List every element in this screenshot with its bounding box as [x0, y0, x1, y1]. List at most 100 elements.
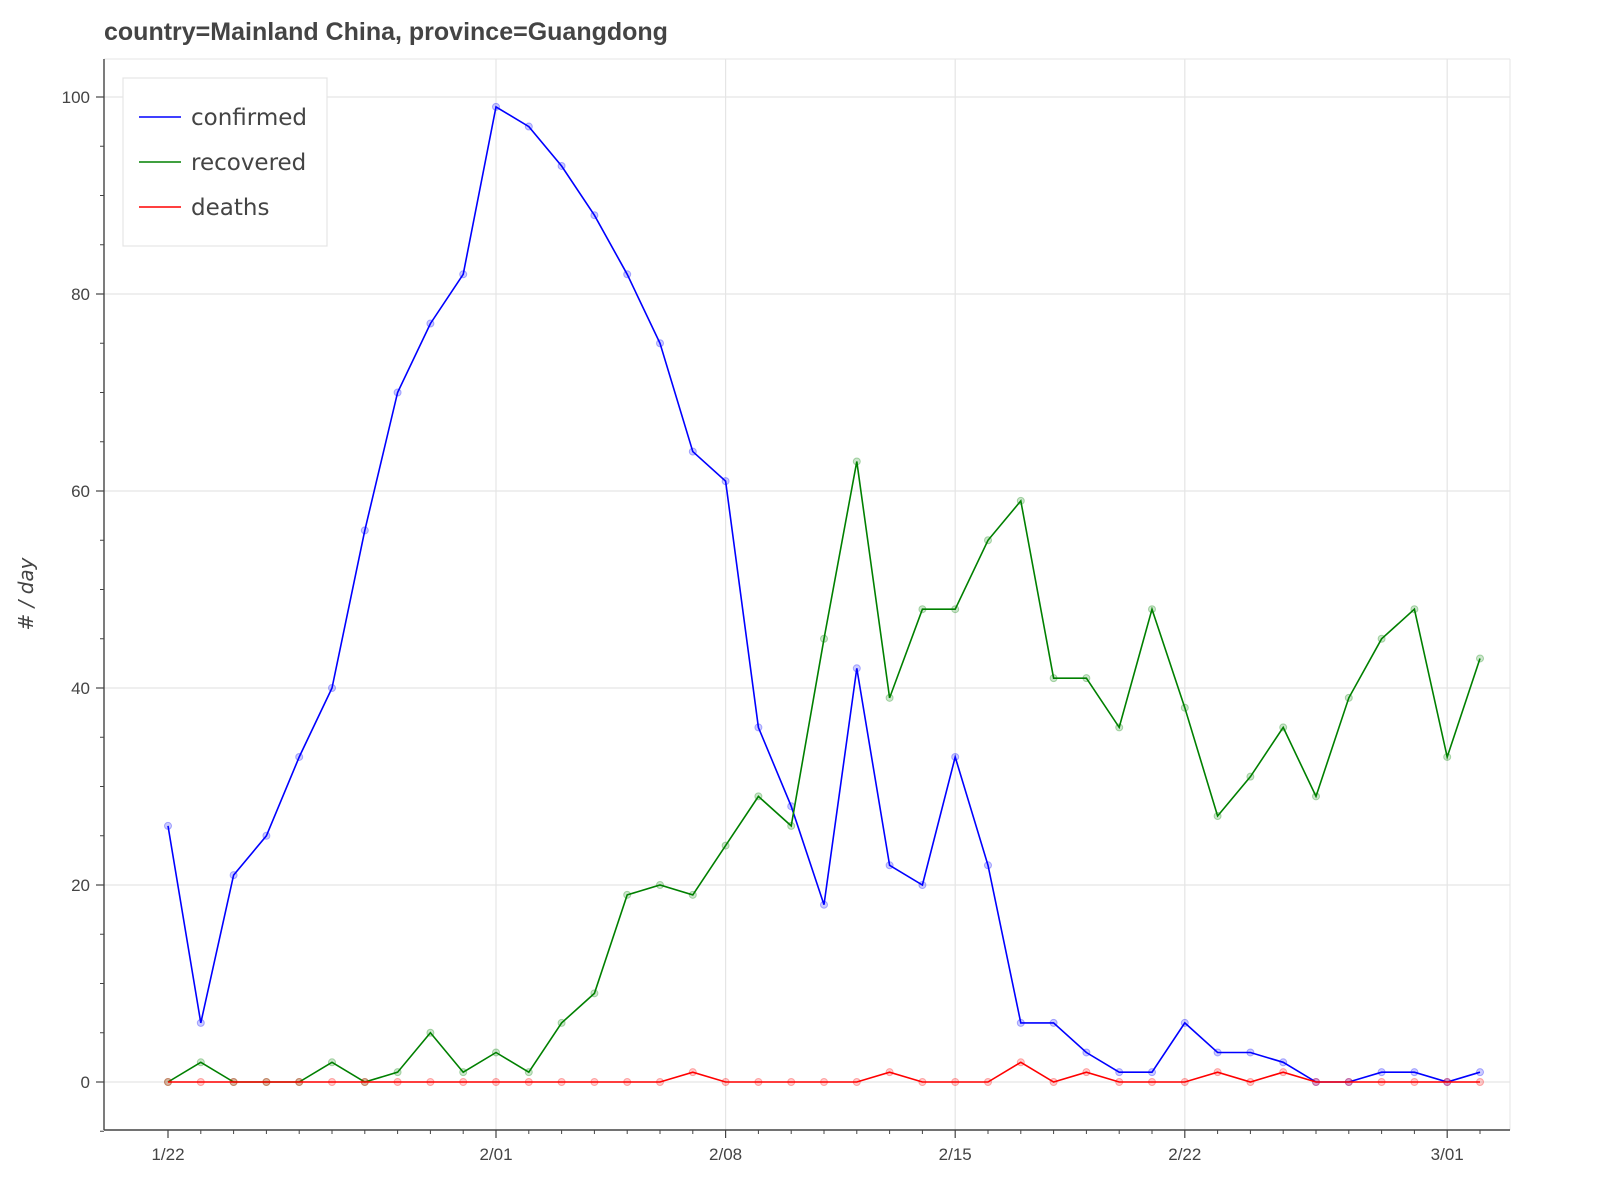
data-point-recovered	[1082, 674, 1091, 683]
data-point-confirmed	[918, 881, 927, 889]
data-point-deaths	[459, 1078, 468, 1086]
data-point-deaths	[590, 1078, 599, 1086]
data-point-confirmed	[1279, 1058, 1288, 1067]
data-point-confirmed	[1115, 1068, 1124, 1077]
data-point-confirmed	[1213, 1048, 1222, 1057]
data-point-deaths	[1148, 1078, 1156, 1086]
data-point-deaths	[393, 1078, 402, 1086]
data-point-deaths	[1246, 1078, 1255, 1086]
data-point-recovered	[885, 693, 894, 702]
data-point-confirmed	[262, 831, 271, 840]
data-point-confirmed	[1410, 1068, 1419, 1077]
data-point-recovered	[492, 1048, 500, 1057]
data-point-confirmed	[721, 477, 730, 486]
data-point-confirmed	[656, 339, 664, 348]
data-point-deaths	[1115, 1078, 1124, 1086]
data-point-deaths	[656, 1078, 664, 1086]
data-point-deaths	[426, 1078, 435, 1086]
y-tick-label: 0	[81, 1073, 90, 1092]
data-point-recovered	[1476, 654, 1484, 663]
data-point-recovered	[1279, 723, 1288, 732]
y-tick-label: 20	[71, 876, 90, 895]
data-point-deaths	[852, 1078, 861, 1086]
x-tick-label: 2/15	[939, 1145, 972, 1164]
data-point-deaths	[1049, 1078, 1058, 1086]
data-point-recovered	[524, 1068, 533, 1077]
data-point-confirmed	[229, 871, 238, 880]
x-tick-label: 2/08	[709, 1145, 742, 1164]
data-point-recovered	[918, 605, 927, 614]
data-point-recovered	[984, 536, 992, 545]
data-point-confirmed	[820, 900, 828, 909]
data-point-recovered	[787, 821, 796, 830]
data-point-deaths	[360, 1078, 369, 1086]
data-point-deaths	[1016, 1058, 1025, 1067]
data-point-confirmed	[557, 161, 566, 170]
data-point-recovered	[721, 841, 730, 850]
data-point-recovered	[328, 1058, 336, 1067]
data-point-recovered	[393, 1068, 402, 1077]
data-point-recovered	[1115, 723, 1124, 732]
data-point-deaths	[623, 1078, 632, 1086]
data-point-deaths	[951, 1078, 960, 1086]
data-point-recovered	[656, 881, 664, 889]
data-point-deaths	[787, 1078, 796, 1086]
data-point-confirmed	[754, 723, 763, 732]
series-line-recovered	[167, 461, 1481, 1083]
data-point-deaths	[1410, 1078, 1419, 1086]
data-point-confirmed	[984, 861, 992, 870]
data-point-deaths	[820, 1078, 828, 1086]
data-point-confirmed	[196, 1018, 205, 1027]
data-point-recovered	[426, 1028, 435, 1037]
data-point-deaths	[524, 1078, 533, 1086]
data-point-recovered	[623, 890, 632, 899]
data-point-confirmed	[1049, 1018, 1058, 1027]
y-axis-label: # / day	[14, 556, 38, 630]
series-line-deaths	[168, 1061, 1480, 1083]
data-point-deaths	[1476, 1078, 1484, 1086]
data-point-confirmed	[426, 319, 435, 328]
data-point-confirmed	[590, 211, 599, 220]
data-point-confirmed	[164, 821, 172, 830]
legend-label-deaths: deaths	[191, 195, 269, 221]
x-tick-label: 2/22	[1168, 1145, 1201, 1164]
data-point-confirmed	[852, 664, 861, 673]
data-point-confirmed	[1148, 1068, 1156, 1077]
data-point-deaths	[918, 1078, 927, 1086]
data-point-deaths	[688, 1068, 697, 1077]
data-point-confirmed	[492, 102, 500, 111]
data-point-confirmed	[1082, 1048, 1091, 1057]
data-point-confirmed	[459, 270, 468, 279]
data-point-deaths	[1377, 1078, 1386, 1086]
data-point-recovered	[1049, 674, 1058, 683]
data-point-recovered	[951, 605, 960, 614]
data-point-confirmed	[1016, 1018, 1025, 1027]
data-point-recovered	[1148, 605, 1156, 614]
data-point-recovered	[1180, 703, 1189, 712]
data-point-recovered	[1443, 752, 1452, 761]
data-point-confirmed	[1476, 1068, 1484, 1077]
data-point-recovered	[754, 792, 763, 801]
data-point-deaths	[754, 1078, 763, 1086]
data-point-deaths	[721, 1078, 730, 1086]
data-point-confirmed	[1246, 1048, 1255, 1057]
data-point-recovered	[1344, 693, 1353, 702]
y-tick-label: 100	[62, 88, 90, 107]
data-point-recovered	[590, 989, 599, 998]
legend-label-recovered: recovered	[191, 150, 306, 176]
data-point-confirmed	[524, 122, 533, 131]
data-point-recovered	[1246, 772, 1255, 781]
data-point-confirmed	[360, 526, 369, 535]
data-point-recovered	[688, 890, 697, 899]
data-point-deaths	[492, 1078, 500, 1086]
data-point-deaths	[557, 1078, 566, 1086]
data-point-confirmed	[951, 752, 960, 761]
data-point-confirmed	[1180, 1018, 1189, 1027]
data-point-deaths	[1279, 1068, 1288, 1077]
y-tick-label: 80	[71, 285, 90, 304]
data-point-deaths	[1213, 1068, 1222, 1077]
data-point-deaths	[196, 1078, 205, 1086]
data-point-recovered	[1410, 605, 1419, 614]
